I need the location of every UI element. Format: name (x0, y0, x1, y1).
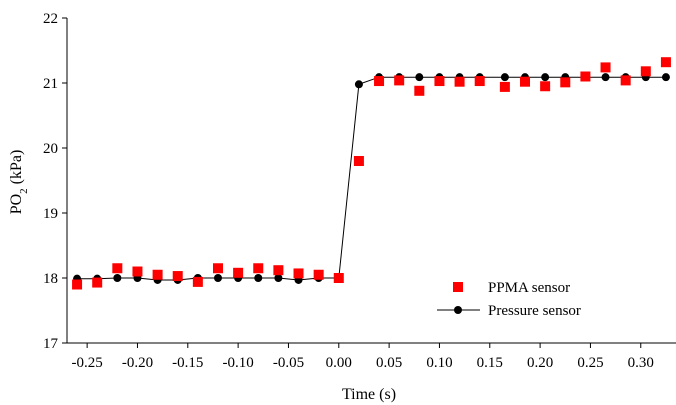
ppma-sensor-point (92, 277, 103, 288)
x-tick-label: 0.10 (426, 355, 452, 371)
x-axis-label: Time (s) (342, 386, 396, 403)
pressure-sensor-point (541, 73, 550, 82)
ppma-sensor-point (560, 77, 571, 88)
x-axis-ticks: -0.25 -0.20 -0.15 -0.10 -0.05 0.00 0.05 0.10 0.1… (72, 343, 654, 371)
ppma-sensor-point (293, 268, 304, 279)
x-tick-label: 0.00 (326, 355, 352, 371)
pressure-sensor-point (415, 73, 424, 82)
pressure-sensor-point (500, 73, 509, 82)
x-tick-label: 0.05 (376, 355, 402, 371)
ppma-sensor-point (540, 81, 551, 92)
ppma-sensor-point (600, 62, 611, 73)
x-tick-label: -0.25 (72, 355, 103, 371)
pressure-sensor-line (77, 76, 666, 281)
ppma-sensor-point (212, 263, 223, 274)
ppma-sensor-point (454, 76, 465, 87)
y-tick-label: 22 (43, 11, 58, 27)
ppma-sensor-point (233, 267, 244, 278)
pressure-sensor-point (354, 80, 363, 89)
ppma-sensor-point (353, 156, 364, 166)
x-tick-label: 0.30 (628, 355, 654, 371)
y-axis-ticks: 17 18 19 20 21 22 (43, 11, 67, 352)
y-axis-label-unit: (kPa) (8, 150, 25, 189)
ppma-sensor-point (580, 71, 591, 82)
plot-frame (66, 18, 676, 344)
y-axis-label-sub: 2 (18, 188, 30, 194)
ppma-sensor-point (474, 76, 485, 87)
y-axis-label: PO2 (kPa) (8, 150, 30, 215)
x-tick-label: -0.05 (273, 355, 304, 371)
y-tick-label: 20 (43, 141, 58, 157)
ppma-sensor-point (313, 269, 324, 280)
ppma-sensor-point (112, 263, 123, 274)
ppma-sensor-point (660, 57, 671, 68)
ppma-sensor-point (132, 266, 143, 277)
legend: PPMA sensor Pressure sensor (437, 280, 581, 319)
x-tick-label: -0.15 (172, 355, 203, 371)
legend-marker-pressure-sensor (454, 306, 462, 314)
ppma-sensor-point (152, 269, 163, 280)
legend-label-pressure-sensor: Pressure sensor (488, 303, 581, 319)
x-tick-label: 0.20 (527, 355, 553, 371)
pressure-sensor-point (661, 73, 670, 82)
legend-label-ppma-sensor: PPMA sensor (488, 280, 570, 296)
ppma-sensor-point (520, 76, 531, 87)
ppma-sensor-point (394, 75, 405, 86)
ppma-sensor-point (172, 271, 183, 282)
x-tick-label: 0.25 (577, 355, 603, 371)
ppma-sensor-point (640, 66, 651, 77)
ppma-sensor-point (620, 75, 631, 86)
x-tick-label: -0.10 (222, 355, 253, 371)
y-tick-label: 21 (43, 76, 58, 92)
ppma-sensor-point (499, 81, 510, 92)
ppma-sensor-point (72, 279, 83, 290)
ppma-sensor-point (253, 263, 264, 274)
y-tick-label: 19 (43, 206, 58, 222)
ppma-sensor-point (374, 76, 385, 87)
y-tick-label: 17 (43, 336, 59, 352)
ppma-sensor-point (434, 76, 445, 87)
pressure-sensor-point (274, 274, 283, 282)
x-tick-label: -0.20 (122, 355, 153, 371)
pressure-sensor-point (113, 274, 122, 282)
ppma-sensor-point (333, 273, 344, 283)
legend-marker-ppma-sensor (453, 282, 463, 292)
pressure-sensor-point (601, 73, 610, 82)
pressure-sensor-point (213, 274, 222, 282)
y-axis-label-main: PO (8, 194, 25, 214)
y-tick-label: 18 (43, 271, 58, 287)
ppma-sensor-point (192, 276, 203, 287)
ppma-sensor-point (414, 85, 425, 96)
series-layer (72, 57, 671, 290)
x-tick-label: 0.15 (477, 355, 503, 371)
pressure-sensor-point (254, 274, 263, 282)
ppma-sensor-point (273, 265, 284, 276)
